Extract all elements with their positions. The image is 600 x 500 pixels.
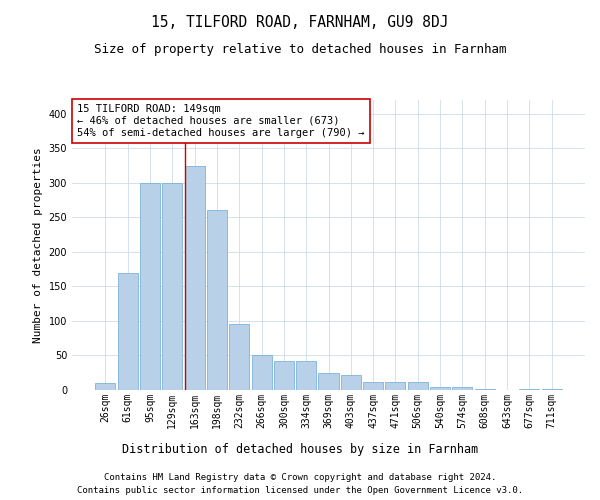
Text: 15 TILFORD ROAD: 149sqm
← 46% of detached houses are smaller (673)
54% of semi-d: 15 TILFORD ROAD: 149sqm ← 46% of detache…	[77, 104, 365, 138]
Bar	[519, 388, 539, 390]
Bar	[162, 183, 182, 390]
Bar	[452, 387, 472, 390]
Y-axis label: Number of detached properties: Number of detached properties	[33, 147, 43, 343]
Text: Contains public sector information licensed under the Open Government Licence v3: Contains public sector information licen…	[77, 486, 523, 495]
Bar	[207, 210, 227, 390]
Bar	[251, 356, 272, 390]
Bar	[274, 361, 294, 390]
Bar	[341, 375, 361, 390]
Text: Size of property relative to detached houses in Farnham: Size of property relative to detached ho…	[94, 42, 506, 56]
Bar	[385, 382, 406, 390]
Bar	[118, 272, 138, 390]
Bar	[408, 382, 428, 390]
Bar	[319, 372, 338, 390]
Bar	[95, 383, 115, 390]
Bar	[363, 382, 383, 390]
Text: Distribution of detached houses by size in Farnham: Distribution of detached houses by size …	[122, 442, 478, 456]
Text: 15, TILFORD ROAD, FARNHAM, GU9 8DJ: 15, TILFORD ROAD, FARNHAM, GU9 8DJ	[151, 15, 449, 30]
Bar	[140, 183, 160, 390]
Text: Contains HM Land Registry data © Crown copyright and database right 2024.: Contains HM Land Registry data © Crown c…	[104, 472, 496, 482]
Bar	[542, 388, 562, 390]
Bar	[296, 361, 316, 390]
Bar	[430, 387, 450, 390]
Bar	[229, 324, 249, 390]
Bar	[185, 166, 205, 390]
